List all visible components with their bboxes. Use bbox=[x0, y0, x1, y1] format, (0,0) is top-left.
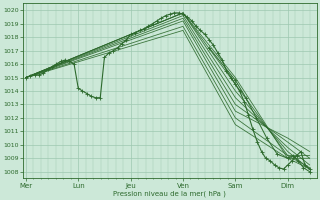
X-axis label: Pression niveau de la mer( hPa ): Pression niveau de la mer( hPa ) bbox=[114, 190, 226, 197]
